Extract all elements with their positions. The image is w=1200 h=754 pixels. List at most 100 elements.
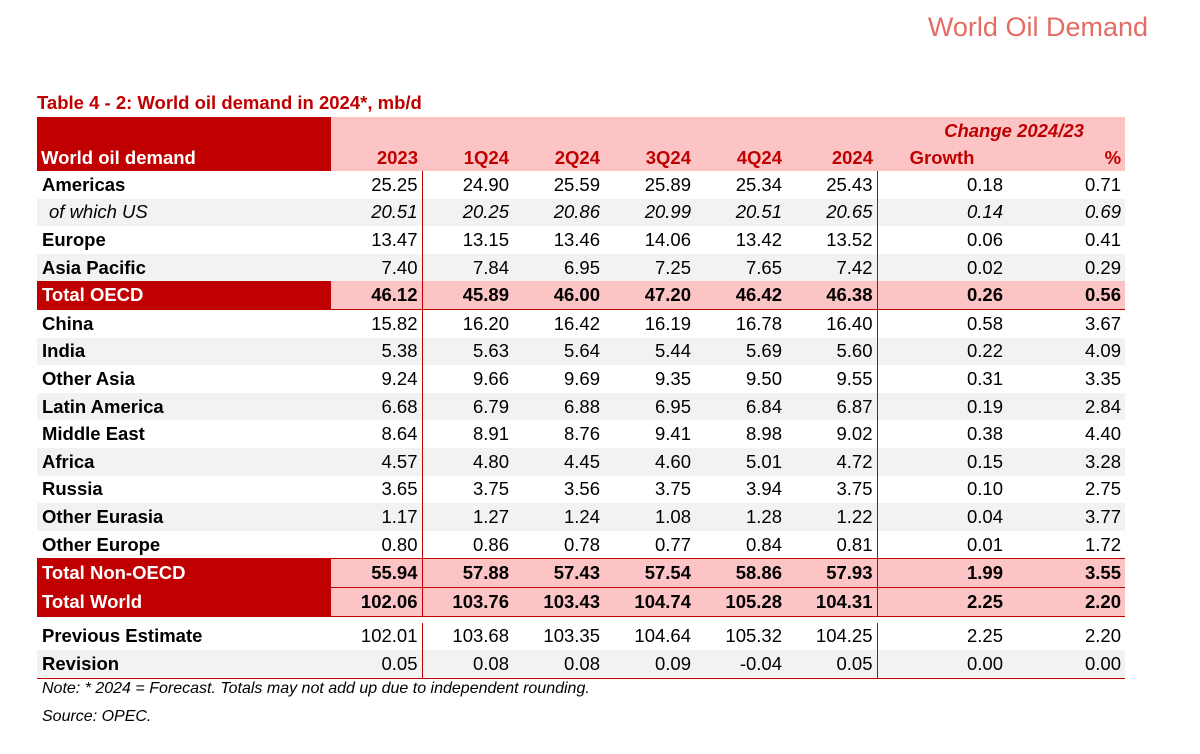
table-cell: 0.15: [877, 447, 1007, 476]
table-cell: 57.54: [604, 558, 695, 588]
header-spacer: [331, 117, 422, 144]
table-note: Note: * 2024 = Forecast. Totals may not …: [42, 680, 590, 697]
table-cell: 6.88: [513, 392, 604, 421]
table-cell: 8.98: [745, 423, 782, 445]
table-cell: 2.75: [1085, 478, 1122, 500]
table-cell: 9.69: [563, 367, 600, 389]
row-label: Other Europe: [42, 533, 161, 555]
table-cell: 13.15: [462, 228, 509, 250]
table-cell: 0.86: [472, 533, 509, 555]
table-cell: 16.42: [553, 312, 600, 334]
row-label: India: [37, 337, 331, 366]
table-row: China 15.82 16.20 16.42 16.19 16.78 16.40 0.58 3…: [37, 309, 1125, 338]
table-row: Latin America 6.68 6.79 6.88 6.95 6.84 6.87 0.1…: [37, 392, 1126, 421]
table-cell: 1.28: [695, 503, 786, 531]
table-cell: 104.64: [634, 625, 691, 647]
header-row-change: World oil demand Change 2024/23: [37, 117, 1126, 171]
table-cell: 102.01: [331, 622, 423, 651]
row-gap: [37, 616, 1126, 623]
header-spacer: [604, 117, 695, 144]
table-cell: 3.75: [786, 475, 878, 504]
table-cell: 3.56: [563, 478, 600, 500]
table-cell: 0.08: [422, 650, 513, 679]
row-label: Russia: [42, 478, 103, 500]
table-cell: 0.05: [331, 650, 423, 679]
table-row: Russia 3.65 3.75 3.56 3.75 3.94 3.75 0.10 2.75: [37, 475, 1125, 504]
table-cell: 3.28: [1007, 447, 1126, 476]
table-cell: 103.35: [543, 625, 600, 647]
table-cell: 0.04: [877, 503, 1007, 531]
table-cell: 3.94: [745, 478, 782, 500]
column-header: 2024: [786, 144, 877, 171]
column-header: Growth: [877, 144, 1007, 171]
table-cell: 13.52: [786, 226, 878, 254]
header-spacer: [422, 117, 513, 144]
header-spacer: [786, 117, 877, 144]
table-cell: 9.24: [331, 365, 423, 393]
table-cell: 5.69: [695, 337, 786, 366]
table-row: Other Asia 9.24 9.66 9.69 9.35 9.50 9.55 0.31 3.…: [37, 365, 1125, 393]
row-label: Latin America: [37, 392, 331, 421]
table-cell: 1.27: [422, 503, 513, 531]
table-cell: 0.00: [1007, 650, 1126, 679]
table-cell: 6.95: [513, 253, 604, 282]
row-label: Other Asia: [42, 367, 135, 389]
column-header: 4Q24: [695, 144, 786, 171]
table-row: of which US 20.51 20.25 20.86 20.99 20.51 20.6…: [37, 198, 1126, 227]
table-cell: 5.63: [422, 337, 513, 366]
table-cell: 7.40: [331, 253, 423, 282]
table-row: Africa 4.57 4.80 4.45 4.60 5.01 4.72 0.15 3.28: [37, 447, 1126, 476]
row-label: Total Non-OECD: [37, 558, 331, 588]
table-cell: 0.02: [877, 253, 1007, 282]
table-cell: 0.31: [966, 367, 1003, 389]
table-cell: 20.51: [331, 198, 423, 227]
table-cell: 0.19: [877, 392, 1007, 421]
table-cell: 46.38: [786, 281, 878, 310]
table-cell: 9.41: [654, 423, 691, 445]
row-label: Revision: [37, 650, 331, 679]
table-cell: 55.94: [331, 558, 423, 588]
table-source: Source: OPEC.: [42, 708, 152, 725]
table-cell: 2.25: [877, 587, 1007, 617]
page-header: World Oil Demand: [927, 12, 1148, 42]
table-cell: 25.43: [786, 171, 878, 199]
table-cell: 1.72: [1085, 533, 1122, 555]
table-cell: 4.72: [786, 447, 878, 476]
previous-estimate-row: Previous Estimate 102.01 103.68 103.35 104.6…: [37, 622, 1125, 651]
table-cell: 16.20: [462, 312, 509, 334]
table-cell: 20.86: [513, 198, 604, 227]
table-row: Other Europe 0.80 0.86 0.78 0.77 0.84 0.81 0.01…: [37, 530, 1125, 559]
table-cell: 6.95: [604, 392, 695, 421]
table-cell: 4.40: [1085, 423, 1122, 445]
table-cell: 58.86: [695, 558, 786, 588]
change-header: Change 2024/23: [877, 117, 1126, 144]
table-cell: 8.76: [563, 423, 600, 445]
table-cell: 5.64: [513, 337, 604, 366]
header-spacer: [513, 117, 604, 144]
row-label-header: World oil demand: [37, 117, 331, 171]
total-world-row: Total World 102.06 103.76 103.43 104.74 105.2…: [37, 587, 1126, 617]
table-cell: 0.26: [877, 281, 1007, 310]
table-cell: 104.25: [786, 622, 878, 651]
table-cell: 16.78: [735, 312, 782, 334]
row-label: Africa: [37, 447, 331, 476]
table-cell: 0.41: [1085, 228, 1122, 250]
table-cell: 102.06: [331, 587, 423, 617]
table-cell: 13.46: [553, 228, 600, 250]
table-cell: 14.06: [644, 228, 691, 250]
table-cell: 25.59: [553, 173, 600, 195]
table-cell: 0.29: [1007, 253, 1126, 282]
table-cell: 3.75: [654, 478, 691, 500]
world-oil-demand-table: World oil demand Change 2024/23 2023 1Q24…: [37, 117, 1126, 679]
table-row: Other Eurasia 1.17 1.27 1.24 1.08 1.28 1.22 0.0…: [37, 503, 1126, 531]
table-cell: 20.65: [786, 198, 878, 227]
table-cell: 9.66: [472, 367, 509, 389]
table-cell: 0.38: [966, 423, 1003, 445]
table-cell: 2.84: [1007, 392, 1126, 421]
table-cell: 103.76: [422, 587, 513, 617]
table-row: Europe 13.47 13.15 13.46 14.06 13.42 13.52 0.06…: [37, 226, 1125, 254]
table-cell: 4.57: [331, 447, 423, 476]
row-label: Americas: [42, 173, 126, 195]
table-cell: 57.93: [786, 558, 878, 588]
table-cell: 103.68: [452, 625, 509, 647]
